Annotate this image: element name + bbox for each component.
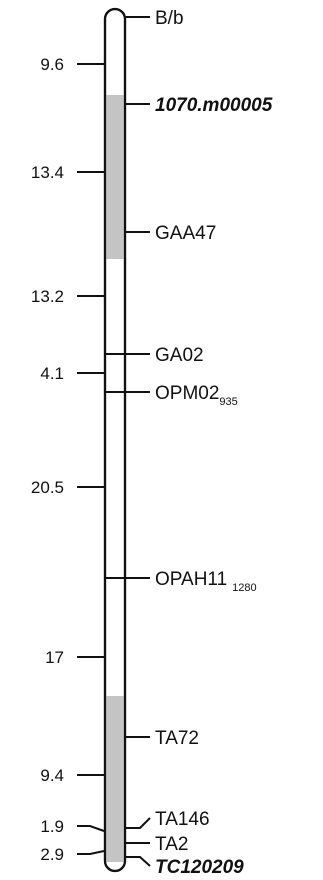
chromosome-outline — [103, 7, 127, 873]
shaded-region-upper — [106, 95, 124, 259]
marker-label: TA146 — [155, 809, 210, 830]
marker-label-bold: 1070.m00005 — [155, 95, 273, 116]
distance-label: 9.4 — [40, 766, 64, 785]
shaded-region-lower — [106, 696, 124, 862]
marker-label: B/b — [155, 8, 184, 29]
marker-subscript: 935 — [219, 396, 237, 408]
marker-label: GA02 — [155, 345, 204, 366]
distance-label: 20.5 — [31, 478, 64, 497]
marker-name: OPM02 — [155, 383, 219, 404]
marker-label: TA72 — [155, 728, 199, 749]
marker-label-with-subscript: OPM02935 — [155, 383, 238, 408]
distance-tick — [77, 850, 105, 855]
marker-label-with-subscript: OPAH11 1280 — [155, 569, 257, 594]
distance-tick — [77, 825, 105, 832]
marker-name: OPAH11 — [155, 569, 227, 590]
distance-label: 2.9 — [40, 845, 64, 864]
marker-tick — [126, 856, 151, 867]
marker-subscript: 1280 — [232, 582, 256, 594]
marker-tick — [126, 817, 151, 829]
marker-label-bold: TC120209 — [155, 857, 244, 878]
distance-label: 9.6 — [40, 55, 64, 74]
distance-label: 1.9 — [40, 817, 64, 836]
marker-label: GAA47 — [155, 223, 216, 244]
distance-label: 4.1 — [40, 364, 64, 383]
marker-label: TA2 — [155, 834, 188, 855]
distance-label: 13.4 — [31, 163, 64, 182]
distance-label: 13.2 — [31, 287, 64, 306]
distance-label: 17 — [45, 648, 64, 667]
